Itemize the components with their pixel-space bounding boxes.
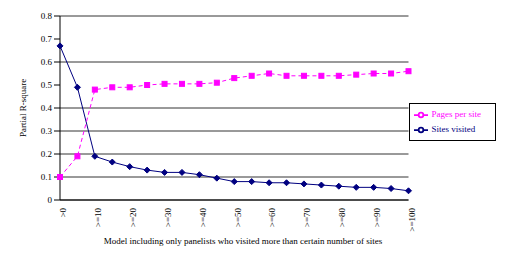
svg-text:>=80: >=80 [337, 208, 347, 228]
html-text:Pages per site: Pages per site [431, 109, 481, 120]
svg-text:>=20: >=20 [128, 208, 138, 228]
svg-text:>=90: >=90 [372, 208, 382, 228]
svg-text:0.4: 0.4 [41, 103, 53, 113]
svg-text:>0: >0 [58, 208, 68, 218]
svg-text:>=40: >=40 [198, 208, 208, 228]
svg-text:>=50: >=50 [233, 208, 243, 228]
svg-text:>=30: >=30 [163, 208, 173, 228]
html-text:Sites visited: Sites visited [431, 124, 476, 134]
svg-text:>=10: >=10 [93, 208, 103, 228]
svg-text:0: 0 [48, 195, 53, 205]
svg-text:0.8: 0.8 [41, 11, 53, 21]
svg-text:0.1: 0.1 [41, 172, 52, 182]
html-text:Model including only panelists: Model including only panelists who visit… [103, 236, 383, 246]
svg-text:>=60: >=60 [267, 208, 277, 228]
svg-text:>=100: >=100 [407, 208, 417, 232]
svg-text:0.6: 0.6 [41, 57, 53, 67]
svg-text:0.5: 0.5 [41, 80, 53, 90]
svg-text:>=70: >=70 [302, 208, 312, 228]
svg-text:Partial R-square: Partial R-square [18, 79, 28, 137]
svg-text:0.2: 0.2 [41, 149, 52, 159]
svg-text:0.7: 0.7 [41, 34, 53, 44]
svg-text:0.3: 0.3 [41, 126, 53, 136]
